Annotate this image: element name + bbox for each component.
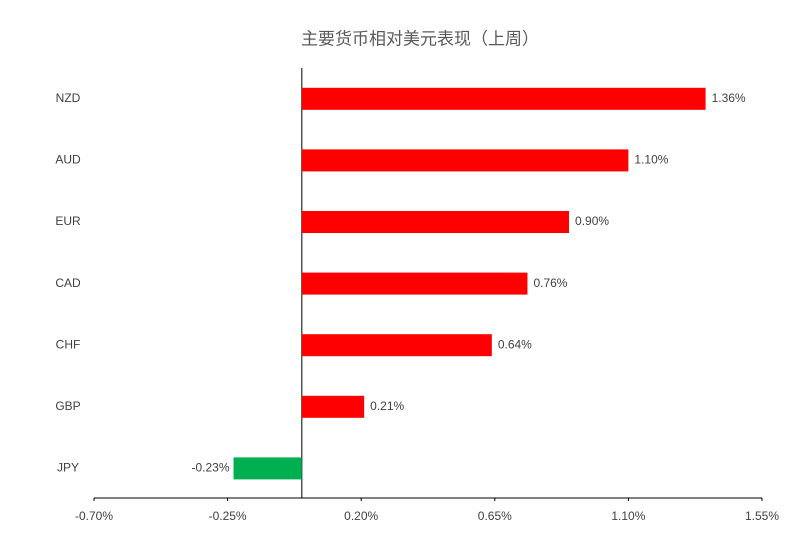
value-label: 1.10% [634, 153, 668, 167]
y-tick-label: JPY [57, 461, 79, 475]
bar [233, 457, 302, 480]
x-tick-label: 1.55% [745, 509, 779, 523]
chart-title: 主要货币相对美元表现（上周） [301, 29, 539, 48]
x-tick-label: 1.10% [611, 509, 645, 523]
x-tick-label: -0.70% [75, 509, 113, 523]
y-tick-label: GBP [55, 399, 80, 413]
y-tick-label: CAD [55, 276, 81, 290]
bar [301, 149, 629, 172]
y-tick-label: NZD [56, 91, 81, 105]
value-label: 1.36% [712, 91, 746, 105]
bar [301, 334, 492, 357]
y-tick-label: CHF [56, 337, 81, 351]
value-label: 0.76% [533, 276, 567, 290]
value-label: 0.90% [575, 214, 609, 228]
value-label: -0.23% [192, 461, 230, 475]
bar [301, 395, 365, 418]
value-label: 0.64% [498, 337, 532, 351]
x-tick-label: 0.20% [344, 509, 378, 523]
x-tick-label: -0.25% [209, 509, 247, 523]
bar [301, 272, 528, 295]
y-tick-label: EUR [55, 214, 81, 228]
y-tick-label: AUD [55, 153, 81, 167]
value-label: 0.21% [370, 399, 404, 413]
x-tick-label: 0.65% [478, 509, 512, 523]
bar [301, 87, 706, 110]
bar [301, 211, 570, 233]
